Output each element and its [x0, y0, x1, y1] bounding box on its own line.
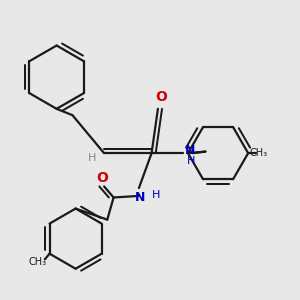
Text: N: N: [135, 191, 146, 204]
Text: CH₃: CH₃: [28, 257, 46, 267]
Text: CH₃: CH₃: [250, 148, 268, 158]
Text: H: H: [88, 153, 96, 163]
Text: N: N: [185, 144, 195, 157]
Text: H: H: [187, 156, 195, 166]
Text: H: H: [152, 190, 160, 200]
Text: O: O: [155, 90, 167, 104]
Text: O: O: [97, 171, 108, 185]
